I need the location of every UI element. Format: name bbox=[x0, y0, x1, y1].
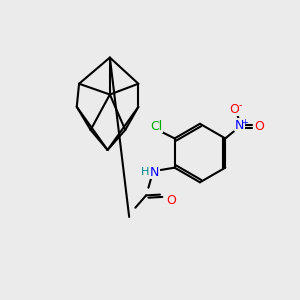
Text: O: O bbox=[254, 120, 264, 133]
Text: Cl: Cl bbox=[150, 120, 162, 133]
Text: O: O bbox=[166, 194, 176, 206]
Text: +: + bbox=[241, 118, 248, 127]
Text: H: H bbox=[141, 167, 149, 177]
Text: O: O bbox=[230, 103, 239, 116]
Text: N: N bbox=[235, 119, 244, 132]
Text: N: N bbox=[150, 166, 159, 179]
Text: -: - bbox=[238, 100, 242, 110]
